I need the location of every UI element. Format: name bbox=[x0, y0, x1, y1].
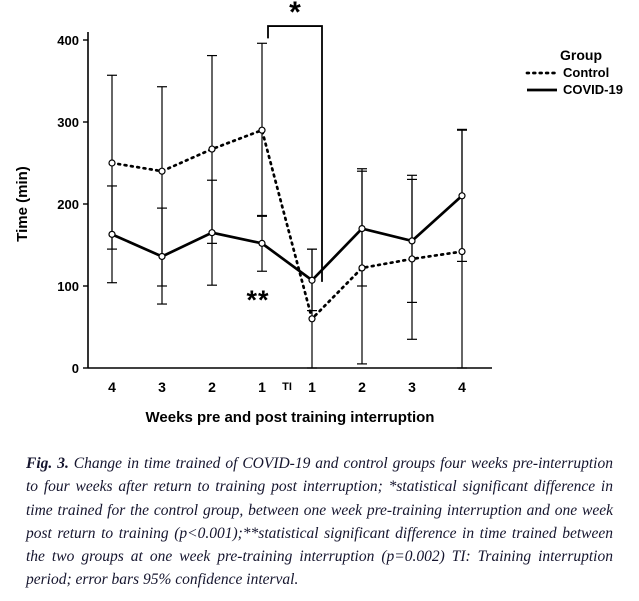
data-point-marker bbox=[408, 255, 416, 263]
data-point-marker bbox=[108, 230, 116, 238]
significance-star: * bbox=[289, 0, 301, 29]
y-axis-title: Time (min) bbox=[14, 166, 31, 242]
data-point-marker bbox=[208, 145, 216, 153]
data-point-marker bbox=[308, 315, 316, 323]
figure-caption: Fig. 3. Change in time trained of COVID-… bbox=[0, 444, 639, 592]
y-tick-label: 300 bbox=[57, 115, 79, 130]
data-point-marker bbox=[258, 239, 266, 247]
data-point-marker bbox=[108, 159, 116, 167]
legend-label: Control bbox=[563, 65, 609, 80]
data-point-marker bbox=[458, 247, 466, 256]
y-tick-label: 400 bbox=[57, 33, 79, 48]
data-point-marker bbox=[358, 264, 366, 272]
x-tick-label: 3 bbox=[158, 379, 166, 395]
y-tick-label: 100 bbox=[57, 279, 79, 294]
x-tick-label: 1 bbox=[308, 379, 316, 395]
data-point-marker bbox=[458, 192, 466, 200]
figure-caption-label: Fig. 3. bbox=[26, 455, 69, 472]
x-tick-label: 2 bbox=[208, 379, 216, 395]
figure-caption-text: Change in time trained of COVID-19 and c… bbox=[26, 455, 613, 589]
data-point-marker bbox=[158, 167, 166, 175]
series-line-control bbox=[110, 128, 464, 322]
data-point-marker bbox=[408, 237, 416, 245]
x-tick-label: 1 bbox=[258, 379, 266, 395]
data-point-marker bbox=[258, 126, 266, 134]
data-point-marker bbox=[358, 225, 366, 233]
x-tick-label: 4 bbox=[108, 379, 116, 395]
significance-double-star: ** bbox=[246, 285, 269, 315]
series-line-covid-19 bbox=[111, 194, 463, 283]
x-axis-title: Weeks pre and post training interruption bbox=[146, 409, 435, 426]
data-point-marker bbox=[158, 252, 166, 261]
data-point-marker bbox=[308, 276, 316, 284]
legend-title: Group bbox=[560, 47, 602, 63]
x-tick-label: 4 bbox=[458, 379, 466, 395]
y-tick-label: 200 bbox=[57, 197, 79, 212]
significance-bracket bbox=[267, 25, 323, 282]
data-point-marker bbox=[208, 229, 216, 237]
chart-area: 0 100 200 300 400 4 3 2 1 TI 1 2 3 4 * ** Weeks pre and … bbox=[14, 0, 623, 426]
y-tick-label: 0 bbox=[72, 361, 79, 376]
x-tick-label: 2 bbox=[358, 379, 366, 395]
legend-label: COVID-19 bbox=[563, 82, 623, 97]
x-tick-label-ti: TI bbox=[282, 381, 292, 393]
x-tick-label: 3 bbox=[408, 379, 416, 395]
